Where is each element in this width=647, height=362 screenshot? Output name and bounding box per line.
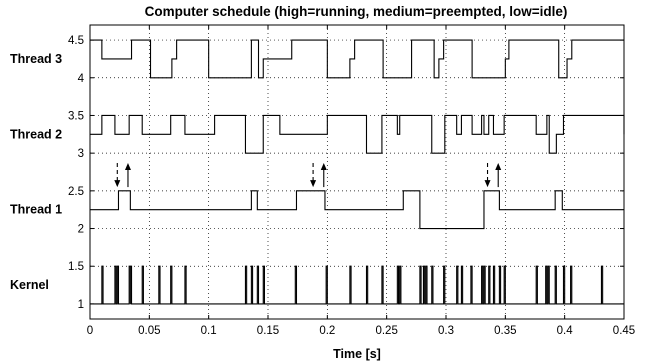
row-label-thread-2: Thread 2 <box>10 127 62 141</box>
x-tick-label: 0.05 <box>138 325 160 337</box>
y-tick-label: 1.5 <box>68 261 84 273</box>
y-tick-label: 3 <box>78 148 84 160</box>
thread-2-signal <box>90 114 625 154</box>
x-tick-label: 0.25 <box>375 325 397 337</box>
arrow-layer <box>114 162 502 188</box>
x-tick-label: 0.45 <box>613 325 635 337</box>
x-tick-label: 0.3 <box>438 325 454 337</box>
arrow-head-down <box>114 180 121 188</box>
x-axis-label: Time [s] <box>333 347 381 361</box>
signal-layer <box>90 39 625 305</box>
row-label-thread-1: Thread 1 <box>10 203 62 217</box>
arrow-head-down <box>310 180 317 188</box>
x-tick-label: 0.2 <box>319 325 335 337</box>
thread-3-signal <box>90 39 624 79</box>
arrow-head-up <box>124 162 131 170</box>
x-tick-label: 0.1 <box>201 325 217 337</box>
grid-layer <box>90 25 624 319</box>
tick-layer: 0 0.05 0.1 0.15 0.2 0.25 0.3 0.35 0.4 0.45 1 1.5 2 2.… <box>68 25 635 337</box>
row-label-kernel: Kernel <box>10 278 49 292</box>
kernel-signal <box>90 265 624 305</box>
x-tick-label: 0.15 <box>257 325 279 337</box>
y-tick-label: 2.5 <box>68 186 84 198</box>
arrow-head-up <box>495 162 502 170</box>
x-tick-label: 0.4 <box>557 325 574 337</box>
plot-frame <box>89 24 625 320</box>
row-label-thread-3: Thread 3 <box>10 52 62 66</box>
y-tick-label: 4 <box>78 73 85 85</box>
row-label-layer: Thread 3 Thread 2 Thread 1 Kernel <box>10 52 62 292</box>
y-tick-label: 2 <box>78 224 84 236</box>
chart-title: Computer schedule (high=running, medium=… <box>145 4 568 19</box>
arrow-head-up <box>320 162 327 170</box>
y-tick-label: 3.5 <box>68 110 84 122</box>
arrow-head-down <box>484 180 491 188</box>
x-tick-label: 0 <box>87 325 93 337</box>
y-tick-label: 4.5 <box>68 35 84 47</box>
x-tick-label: 0.35 <box>494 325 516 337</box>
y-tick-label: 1 <box>78 299 84 311</box>
thread-1-signal <box>90 190 624 230</box>
